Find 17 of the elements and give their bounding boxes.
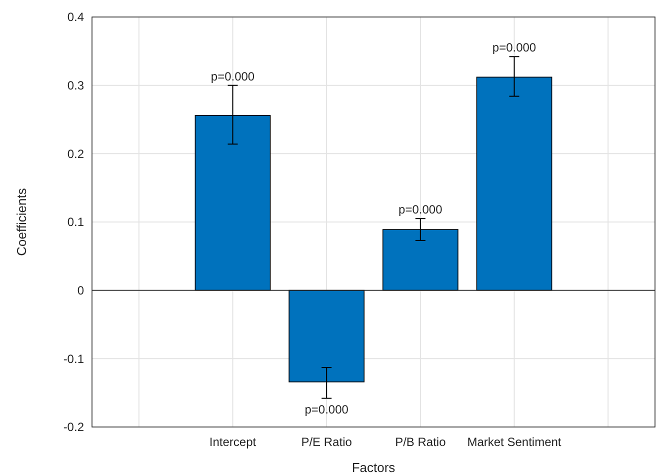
x-tick-label: P/B Ratio (395, 435, 446, 449)
y-tick-label: 0.2 (67, 146, 84, 161)
y-tick-label: -0.2 (63, 420, 84, 434)
y-tick-label: 0.3 (67, 78, 84, 93)
y-tick-label: -0.1 (63, 352, 84, 366)
x-tick-label: Market Sentiment (467, 435, 562, 449)
y-tick-label: 0 (77, 284, 84, 298)
annotation: p=0.000 (398, 202, 443, 217)
annotation: p=0.000 (304, 402, 349, 416)
x-tick-label: Intercept (209, 435, 257, 449)
x-axis-title: Factors (352, 460, 396, 475)
y-axis-title: Coefficients (14, 188, 29, 256)
y-tick-label: 0.1 (67, 215, 84, 230)
x-tick-label: P/E Ratio (301, 435, 352, 449)
annotation: p=0.000 (210, 69, 255, 84)
annotation: p=0.000 (492, 40, 536, 55)
y-tick-label: 0.4 (67, 10, 84, 24)
